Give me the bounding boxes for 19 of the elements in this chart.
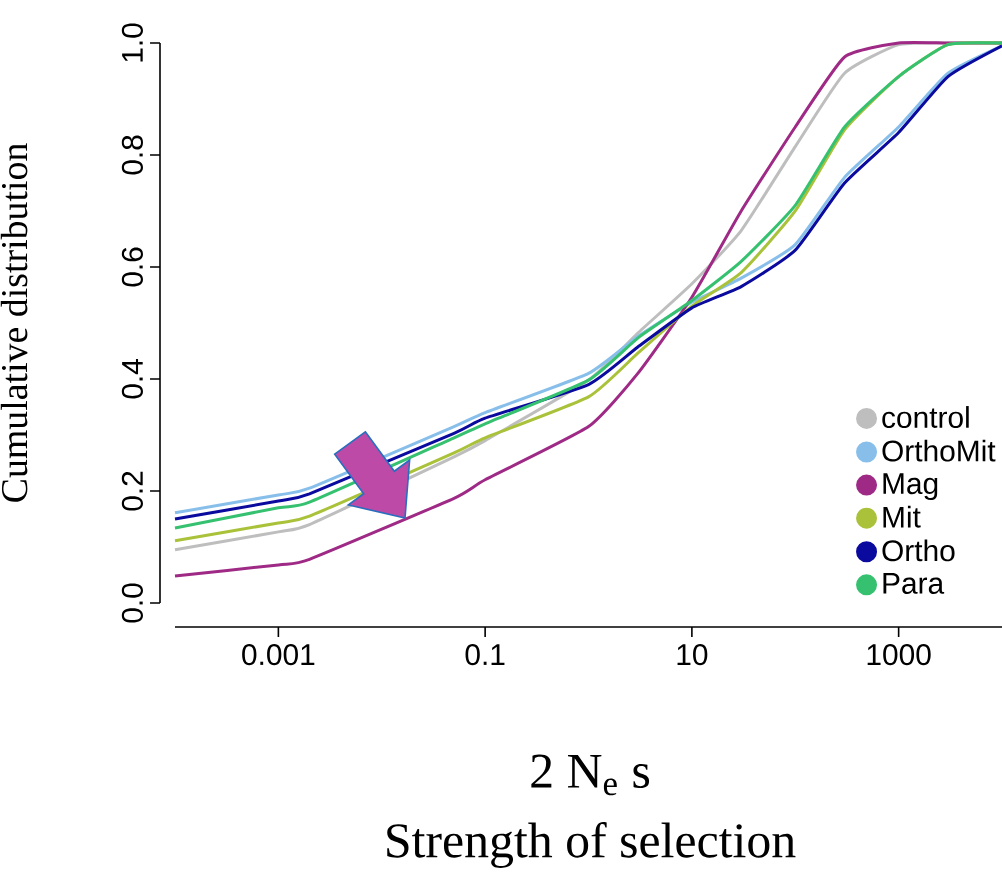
y-tick-label: 0.6 <box>121 247 143 287</box>
y-tick-label: 0.4 <box>121 359 143 399</box>
legend-label: Mit <box>883 505 921 528</box>
y-axis-title: Cumulative distribution <box>0 143 28 502</box>
legend-label: Para <box>883 573 945 594</box>
legend-label: Ortho <box>882 539 955 562</box>
x-tick-label: 10 <box>677 644 708 666</box>
y-tick-label: 1.0 <box>121 23 143 62</box>
y-tick-label: 0.8 <box>121 135 143 175</box>
x-tick-label: 0.001 <box>242 644 315 666</box>
y-tick-label: 0.2 <box>121 471 143 511</box>
x-axis-title: 2 N$_{e}$ s <box>531 754 650 796</box>
legend-label: Mag <box>883 473 938 501</box>
legend-label: control <box>882 406 969 428</box>
y-tick-label: 0.0 <box>121 583 143 623</box>
legend-label: OrthoMit <box>882 439 996 462</box>
x-tick-label: 0.1 <box>465 644 505 666</box>
text: Strength of selection <box>387 822 796 868</box>
x-tick-label: 1000 <box>867 644 931 666</box>
